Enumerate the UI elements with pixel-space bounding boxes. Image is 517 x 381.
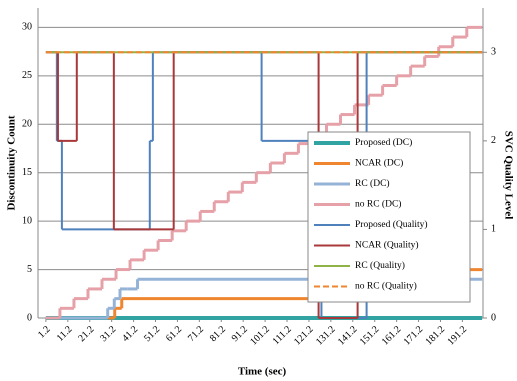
- x-tick-label: 81.2: [208, 324, 228, 344]
- y2-tick-label: 3: [491, 47, 496, 58]
- legend-label: no RC (DC): [355, 199, 401, 210]
- legend: Proposed (DC) NCAR (DC) RC (DC) no RC (DC) P…: [307, 131, 471, 303]
- x-tick-label: 101.2: [248, 324, 272, 348]
- legend-label: no RC (Quality): [355, 281, 417, 292]
- x-tick-label: 91.2: [230, 324, 250, 344]
- x-tick-label: 151.2: [358, 324, 382, 348]
- x-tick-label: 191.2: [445, 324, 469, 348]
- y-tick-label: 30: [22, 22, 32, 33]
- legend-label: Proposed (Quality): [355, 219, 428, 230]
- legend-label: Proposed (DC): [355, 137, 412, 148]
- y-tick-label: 20: [22, 119, 32, 130]
- y2-tick-label: 1: [491, 224, 496, 235]
- series: [45, 25, 483, 320]
- x-axis-title: Time (sec): [238, 366, 287, 378]
- x-tick-label: 51.2: [142, 324, 162, 344]
- y-axis-title: Discontinuity Count: [6, 115, 18, 210]
- y2-tick-label: 2: [491, 135, 496, 146]
- x-tick-label: 141.2: [336, 324, 360, 348]
- legend-label: RC (DC): [355, 178, 390, 189]
- x-tick-label: 181.2: [424, 324, 448, 348]
- y-tick-label: 10: [22, 215, 32, 226]
- x-tick-label: 71.2: [186, 324, 206, 344]
- legend-label: NCAR (Quality): [355, 240, 419, 251]
- y2-tick-label: 0: [491, 312, 496, 323]
- x-tick-label: 1.2: [36, 324, 53, 341]
- x-tick-label: 161.2: [380, 324, 404, 348]
- x-tick-label: 61.2: [164, 324, 184, 344]
- y2-axis-title: SVC Quality Level: [502, 131, 514, 220]
- y-tick-label: 15: [22, 167, 32, 178]
- x-tick-label: 21.2: [76, 324, 96, 344]
- x-tick-label: 171.2: [402, 324, 426, 348]
- x-tick-label: 121.2: [292, 324, 316, 348]
- x-tick-label: 131.2: [314, 324, 338, 348]
- x-tick-label: 41.2: [120, 324, 140, 344]
- x-tick-label: 11.2: [55, 324, 75, 344]
- legend-label: RC (Quality): [355, 260, 405, 271]
- y-tick-label: 25: [22, 70, 32, 81]
- x-tick-label: 111.2: [271, 324, 294, 347]
- y-tick-label: 5: [27, 264, 32, 275]
- legend-box: [307, 131, 471, 303]
- y-tick-label: 0: [27, 312, 32, 323]
- x-tick-label: 31.2: [98, 324, 118, 344]
- legend-label: NCAR (DC): [355, 158, 403, 169]
